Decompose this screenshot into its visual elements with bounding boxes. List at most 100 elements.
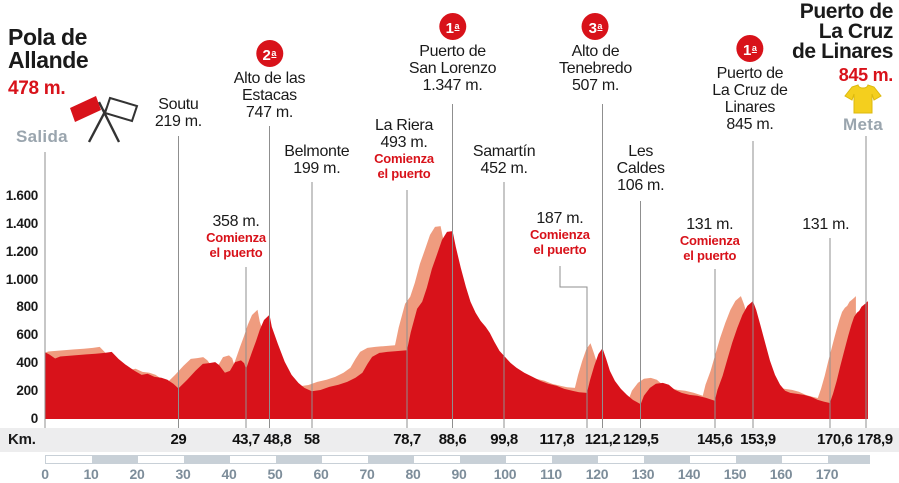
marker-elbow-line	[559, 266, 588, 428]
y-axis-tick-label: 1.600	[5, 187, 39, 203]
start-name: Pola de Allande	[8, 24, 89, 73]
km-tick-label: 29	[170, 431, 187, 448]
marker-soutu: Soutu 219 m.	[155, 96, 202, 130]
ruler-segment	[782, 456, 828, 463]
marker-label: 106 m.	[617, 177, 665, 194]
ruler-tick-label: 90	[451, 466, 467, 482]
marker-c-linares: 131 m. Comienza el puerto	[680, 216, 740, 263]
marker-c-tenebredo: 187 m. Comienza el puerto	[530, 210, 590, 257]
km-tick-label: 99,8	[490, 431, 518, 448]
ruler-tick-label: 50	[267, 466, 283, 482]
ruler-segment	[230, 456, 276, 463]
finish-name-line1: Puerto de	[799, 0, 894, 23]
ruler-segment	[644, 456, 690, 463]
ruler-segment	[506, 456, 552, 463]
marker-label: Linares	[724, 99, 776, 116]
ruler-segment	[552, 456, 598, 463]
marker-label: Belmonte	[284, 143, 350, 160]
km-axis-band: Km. 29 43,7 48,8 58 78,7 88,6 99,8 117,8 121,2 12…	[0, 428, 899, 452]
marker-label: 452 m.	[480, 160, 528, 177]
marker-label: 187 m.	[536, 210, 584, 227]
marker-note: Comienza	[374, 151, 434, 166]
y-axis-tick-label: 800	[16, 299, 38, 315]
marker-note: el puerto	[377, 166, 431, 181]
marker-label: La Cruz de	[712, 82, 788, 99]
ruler-segment	[184, 456, 230, 463]
ruler-segment	[368, 456, 414, 463]
marker-label: 131 m.	[802, 216, 850, 233]
ruler-tick-label: 150	[723, 466, 747, 482]
ruler-segment	[690, 456, 736, 463]
marker-les-caldes: Les Caldes 106 m.	[617, 143, 665, 194]
ruler-tick-label: 0	[41, 466, 49, 482]
ruler-tick-label: 60	[313, 466, 329, 482]
marker-belmonte: Belmonte 199 m.	[284, 143, 350, 177]
ruler-segment	[414, 456, 460, 463]
ruler-tick-label: 130	[631, 466, 655, 482]
ruler-tick-label: 20	[129, 466, 145, 482]
finish-elevation: 845 m.	[838, 65, 894, 85]
category-badge: 1a	[736, 35, 764, 62]
category-badge: 3a	[582, 13, 610, 40]
marker-label: 845 m.	[726, 116, 774, 133]
yellow-jersey-icon	[844, 84, 882, 114]
ruler-tick-label: 70	[359, 466, 375, 482]
km-axis-title: Km.	[8, 431, 36, 448]
marker-label: Soutu	[158, 96, 199, 113]
start-name-line1: Pola de	[8, 24, 88, 50]
ruler-tick-label: 120	[585, 466, 609, 482]
category-badge: 2a	[255, 40, 283, 67]
finish-name: Puerto de La Cruz de Linares	[792, 0, 894, 62]
marker-label: La Riera	[374, 117, 434, 134]
ruler-segment	[46, 456, 92, 463]
km-tick-label: 145,6	[696, 431, 733, 448]
finish-name-line2: La Cruz	[818, 20, 894, 43]
marker-c-estacas: 358 m. Comienza el puerto	[206, 213, 266, 260]
km-tick-label: 88,6	[438, 431, 467, 448]
ruler-segment	[276, 456, 322, 463]
y-axis-tick-label: 600	[16, 327, 38, 343]
ruler-tick-label: 80	[405, 466, 421, 482]
ruler-segment	[92, 456, 138, 463]
km-tick-label: 129,5	[622, 431, 659, 448]
marker-label: 493 m.	[380, 134, 428, 151]
marker-note: el puerto	[683, 248, 737, 263]
marker-note: Comienza	[529, 227, 590, 242]
ruler-tick-label: 140	[677, 466, 701, 482]
finish-flag-label: Meta	[843, 115, 883, 134]
marker-label: Alto de	[571, 43, 620, 60]
marker-label: 219 m.	[154, 113, 202, 130]
crossed-flags-icon	[70, 96, 139, 143]
start-block: Pola de Allande 478 m.	[8, 24, 89, 100]
marker-note: el puerto	[533, 242, 587, 257]
km-tick-label: 43,7	[232, 431, 260, 448]
km-tick-label: 153,9	[740, 431, 776, 448]
marker-note: Comienza	[679, 233, 740, 248]
marker-label: 131 m.	[686, 216, 734, 233]
marker-label: 1.347 m.	[422, 77, 483, 94]
y-axis-tick-label: 1.000	[5, 271, 39, 287]
km-tick-label: 121,2	[584, 431, 621, 448]
km-tick-label: 58	[303, 431, 320, 448]
km-tick-label: 48,8	[263, 431, 292, 448]
marker-label: Alto de las	[233, 70, 306, 87]
marker-label: San Lorenzo	[408, 60, 497, 77]
marker-la-riera: La Riera 493 m. Comienza el puerto	[374, 117, 434, 181]
start-flag-label: Salida	[16, 127, 68, 146]
start-name-line2: Allande	[8, 47, 89, 73]
km-tick-label: 117,8	[539, 431, 575, 448]
km-tick-label: 178,9	[857, 431, 893, 448]
distance-ruler	[45, 455, 870, 464]
start-elevation: 478 m.	[8, 78, 66, 99]
marker-tenebredo: 3a Alto de Tenebredo 507 m.	[559, 13, 632, 94]
ruler-tick-label: 40	[221, 466, 237, 482]
km-tick-label: 78,7	[393, 431, 421, 448]
marker-san-lorenzo: 1a Puerto de San Lorenzo 1.347 m.	[408, 13, 497, 94]
category-badge: 1a	[439, 13, 467, 40]
marker-label: 358 m.	[212, 213, 260, 230]
ruler-tick-label: 170	[815, 466, 839, 482]
ruler-tick-label: 30	[175, 466, 191, 482]
ruler-tick-label: 10	[83, 466, 99, 482]
ruler-segment	[138, 456, 184, 463]
